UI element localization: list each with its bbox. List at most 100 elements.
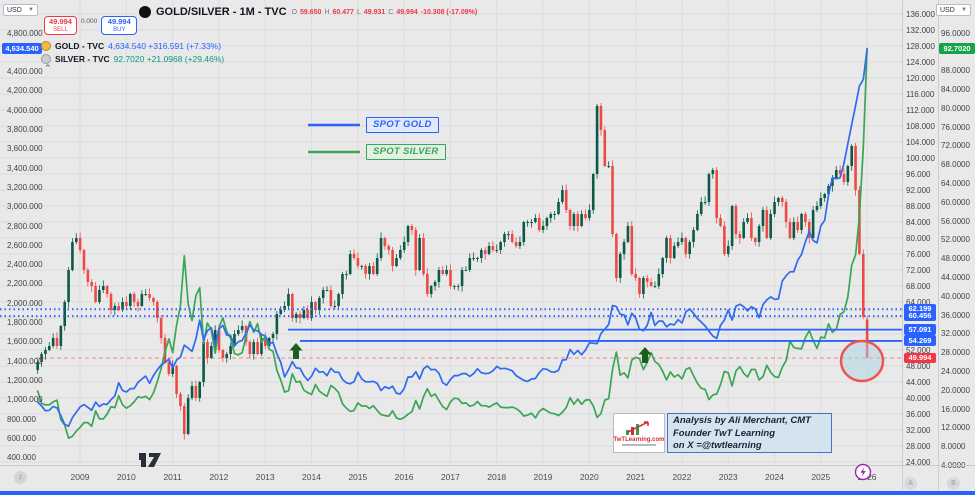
left-axis-tick: 3,000.000 xyxy=(7,202,43,212)
candle xyxy=(345,274,348,275)
candle xyxy=(576,214,580,226)
ratio-axis-tick: 36.000 xyxy=(906,409,931,419)
silver-axis-tick: 64.0000 xyxy=(941,178,970,188)
candle xyxy=(237,330,240,334)
ratio-axis-tick: 116.000 xyxy=(906,89,935,99)
silver-series-value: 92.7020 +21.0968 (+29.46%) xyxy=(113,54,225,64)
candle xyxy=(294,314,298,318)
currency-dropdown-left[interactable]: USD ▼ xyxy=(3,4,38,16)
window-bottom-border xyxy=(0,491,975,495)
candle xyxy=(67,270,70,302)
candle xyxy=(264,338,267,346)
axis-b-button[interactable]: B xyxy=(947,477,960,490)
candle xyxy=(125,302,128,306)
candle xyxy=(530,222,533,223)
ratio-axis-tick: 132.000 xyxy=(906,25,935,35)
up-arrow-marker[interactable] xyxy=(638,347,652,363)
candle xyxy=(468,258,472,270)
left-axis-tick: 2,600.000 xyxy=(7,240,43,250)
candle xyxy=(210,346,213,358)
candle xyxy=(202,342,205,382)
time-axis-tick: 2024 xyxy=(765,472,784,482)
candle xyxy=(206,342,209,358)
buy-button[interactable]: 49.994 BUY xyxy=(101,16,138,35)
candle xyxy=(391,250,394,266)
silver-coin-icon xyxy=(41,54,51,64)
left-axis-tick: 400.000 xyxy=(7,453,36,463)
candle xyxy=(352,254,356,258)
buy-label: BUY xyxy=(113,26,126,33)
legend-collapse-caret[interactable]: ⌃ xyxy=(44,63,52,73)
left-axis-tick: 1,200.000 xyxy=(7,375,43,385)
candle xyxy=(723,226,726,254)
candle xyxy=(499,242,502,250)
candle xyxy=(800,214,803,230)
legend-row-silver[interactable]: SILVER - TVC 92.7020 +21.0968 (+29.46%) xyxy=(41,54,224,64)
candle xyxy=(101,286,105,290)
candle xyxy=(152,298,155,302)
candle xyxy=(503,234,506,242)
candle xyxy=(98,290,101,302)
candle xyxy=(483,250,487,254)
candle xyxy=(630,226,634,274)
candle xyxy=(487,246,491,254)
candle xyxy=(217,330,221,350)
candle xyxy=(564,190,568,210)
candle xyxy=(680,238,684,242)
silver-axis-tick: 48.0000 xyxy=(941,254,970,264)
timezone-label: z xyxy=(18,474,23,481)
close-label: C xyxy=(388,8,394,16)
up-arrow-marker[interactable] xyxy=(289,343,303,359)
legend-row-gold[interactable]: GOLD - TVC 4,634.540 +316.591 (+7.33%) xyxy=(41,41,221,51)
left-axis-tick: 3,800.000 xyxy=(7,125,43,134)
time-axis-tick: 2025 xyxy=(811,472,831,482)
candle xyxy=(271,334,275,338)
candle xyxy=(414,230,418,270)
sell-button[interactable]: 49.994 SELL xyxy=(44,16,77,35)
spread-value: 0.000 xyxy=(81,18,98,25)
silver-axis-tick: 96.0000 xyxy=(941,28,970,38)
sell-price: 49.994 xyxy=(49,17,72,27)
currency-dropdown-right[interactable]: USD ▼ xyxy=(936,4,971,16)
candle xyxy=(406,226,410,242)
candle xyxy=(703,202,707,203)
candle xyxy=(360,266,364,267)
candle xyxy=(375,258,379,274)
candle xyxy=(279,310,283,314)
candle xyxy=(588,210,591,218)
candle xyxy=(510,234,514,242)
twt-logo[interactable]: TwTLearning.com xyxy=(613,413,665,453)
candle xyxy=(777,198,780,202)
ohlc-values: O 59.650 H 60.477 L 49.931 C 49.994 -10.308 … xyxy=(292,9,478,16)
spot-gold-label[interactable]: SPOT GOLD xyxy=(366,117,439,133)
candle xyxy=(148,294,151,298)
candle xyxy=(796,222,799,230)
plot-series xyxy=(36,47,869,440)
candle xyxy=(117,306,121,310)
price-axis-ratio[interactable]: 136.000 132.000 128.000 124.000 120.000 116.0… xyxy=(904,0,937,467)
axis-a-button[interactable]: A xyxy=(904,477,917,490)
candle xyxy=(71,242,74,270)
candle xyxy=(522,222,526,242)
ratio-axis-tick: 72.000 xyxy=(906,265,931,275)
spot-silver-label[interactable]: SPOT SILVER xyxy=(366,144,446,160)
price-axis-left[interactable]: 4,800.000 4,400.000 4,200.000 4,000.000 3,80… xyxy=(0,0,44,465)
analysis-note[interactable]: Analysis by Ali Merchant, CMT Founder Tw… xyxy=(667,413,832,453)
silver-axis-tick: 56.0000 xyxy=(941,216,970,226)
price-axis-silver[interactable]: 96.0000 88.0000 84.0000 80.0000 76.0000 72.00… xyxy=(939,0,975,470)
candle xyxy=(827,186,830,194)
symbol-header[interactable]: GOLD/SILVER - 1M - TVC O 59.650 H 60.477 L… xyxy=(139,6,477,18)
candle xyxy=(622,242,626,254)
candle xyxy=(59,326,63,346)
instant-order-lightning-icon[interactable] xyxy=(854,463,872,481)
candle xyxy=(580,214,583,226)
candle xyxy=(599,106,603,130)
candle xyxy=(692,230,695,242)
highlight-ellipse[interactable] xyxy=(839,339,885,383)
candle xyxy=(233,334,236,346)
time-axis-tick: 2010 xyxy=(116,472,136,482)
candle xyxy=(383,238,387,246)
timezone-button[interactable]: z xyxy=(14,471,27,484)
